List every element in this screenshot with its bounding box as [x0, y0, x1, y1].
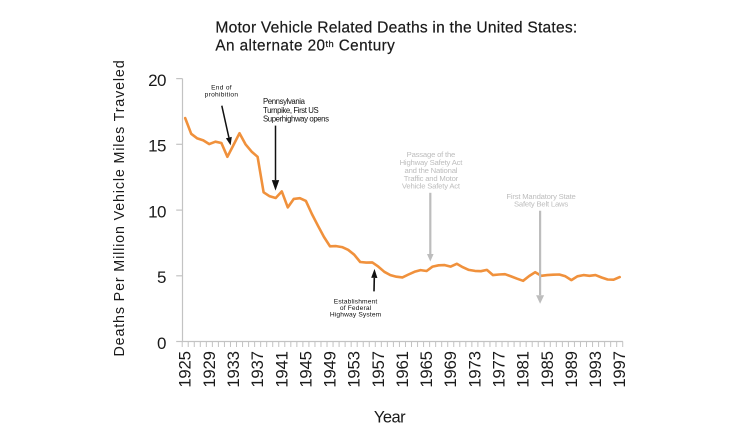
svg-text:1933: 1933: [224, 351, 243, 387]
svg-text:1969: 1969: [441, 351, 460, 387]
svg-text:15: 15: [148, 137, 166, 156]
svg-text:1965: 1965: [417, 351, 436, 387]
svg-text:1981: 1981: [514, 351, 533, 387]
svg-text:Pennsylvania: Pennsylvania: [263, 97, 306, 106]
svg-text:1925: 1925: [176, 351, 195, 387]
svg-text:Superhighway opens: Superhighway opens: [263, 114, 329, 123]
svg-text:10: 10: [148, 202, 166, 221]
svg-text:5: 5: [157, 268, 166, 287]
svg-text:prohibition: prohibition: [205, 91, 239, 98]
svg-text:1953: 1953: [345, 351, 364, 387]
svg-text:Year: Year: [374, 408, 406, 426]
svg-text:1985: 1985: [538, 351, 557, 387]
svg-text:1941: 1941: [272, 351, 291, 387]
svg-text:Vehicle Safety Act: Vehicle Safety Act: [402, 182, 461, 191]
svg-text:1997: 1997: [610, 351, 629, 387]
svg-text:Highway System: Highway System: [330, 311, 382, 318]
svg-text:0: 0: [157, 334, 166, 353]
svg-text:1993: 1993: [586, 351, 605, 387]
svg-text:1973: 1973: [465, 351, 484, 387]
svg-text:1989: 1989: [562, 351, 581, 387]
svg-text:1961: 1961: [393, 351, 412, 387]
svg-text:Deaths Per Million Vehicle Mil: Deaths Per Million Vehicle Miles Travele…: [112, 59, 128, 356]
svg-text:1957: 1957: [369, 351, 388, 387]
svg-text:1937: 1937: [248, 351, 267, 387]
svg-text:1929: 1929: [200, 351, 219, 387]
svg-text:1977: 1977: [490, 351, 509, 387]
svg-text:An alternate 20th Century: An alternate 20th Century: [215, 37, 395, 54]
svg-text:1945: 1945: [296, 351, 315, 387]
svg-text:Safety Belt Laws: Safety Belt Laws: [514, 200, 568, 209]
svg-text:Motor Vehicle Related Deaths i: Motor Vehicle Related Deaths in the Unit…: [215, 20, 577, 37]
svg-text:1949: 1949: [321, 351, 340, 387]
svg-text:20: 20: [148, 71, 166, 90]
